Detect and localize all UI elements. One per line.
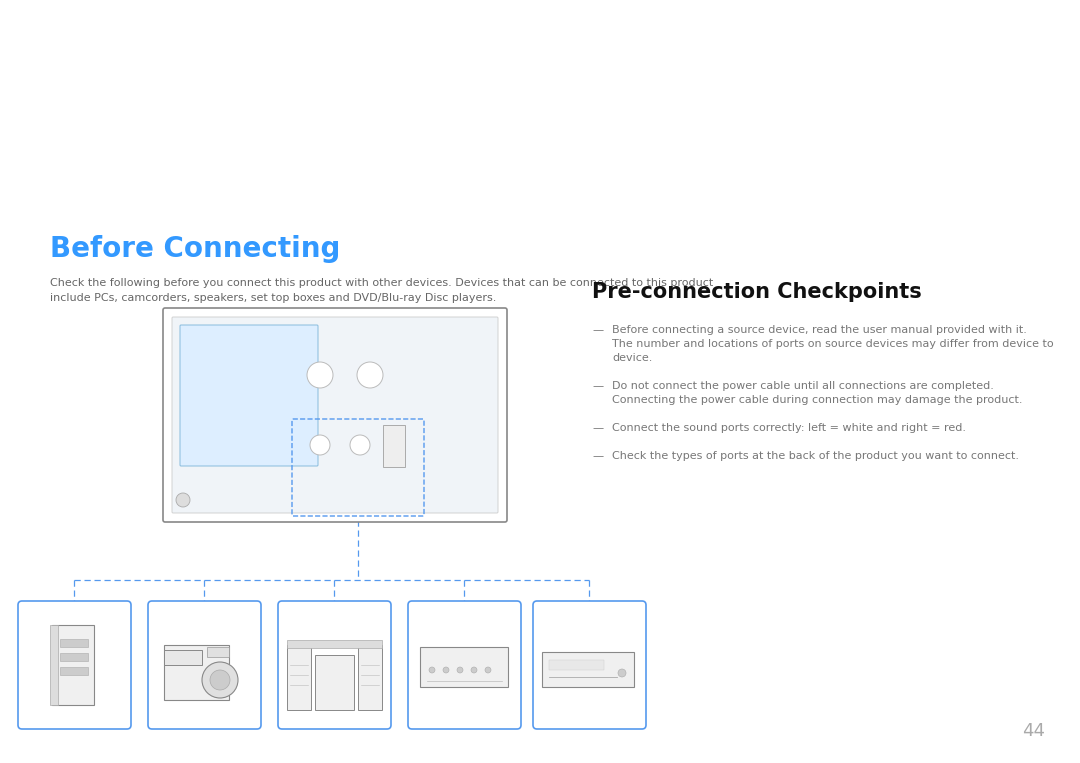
FancyBboxPatch shape: [408, 601, 521, 729]
Circle shape: [310, 435, 330, 455]
Circle shape: [443, 667, 449, 673]
Bar: [164, 650, 202, 665]
Text: —: —: [592, 423, 603, 433]
Text: include PCs, camcorders, speakers, set top boxes and DVD/Blu-ray Disc players.: include PCs, camcorders, speakers, set t…: [50, 293, 497, 303]
Text: Check the types of ports at the back of the product you want to connect.: Check the types of ports at the back of …: [612, 451, 1020, 461]
FancyBboxPatch shape: [278, 601, 391, 729]
Text: —: —: [592, 325, 603, 335]
Text: —: —: [592, 451, 603, 461]
Bar: [383, 425, 405, 467]
Circle shape: [457, 667, 463, 673]
Bar: [164, 645, 229, 700]
Circle shape: [176, 493, 190, 507]
Text: —: —: [592, 381, 603, 391]
FancyBboxPatch shape: [148, 601, 261, 729]
FancyBboxPatch shape: [534, 601, 646, 729]
Circle shape: [202, 662, 238, 698]
Text: The number and locations of ports on source devices may differ from device to: The number and locations of ports on sou…: [612, 339, 1054, 349]
Bar: [207, 647, 229, 657]
Circle shape: [429, 667, 435, 673]
Text: Before connecting a source device, read the user manual provided with it.: Before connecting a source device, read …: [612, 325, 1027, 335]
Circle shape: [350, 435, 370, 455]
Bar: [287, 645, 311, 710]
Circle shape: [357, 362, 383, 388]
Text: Check the following before you connect this product with other devices. Devices : Check the following before you connect t…: [50, 278, 713, 288]
Bar: [549, 660, 604, 670]
Bar: [542, 652, 634, 687]
Circle shape: [307, 362, 333, 388]
Circle shape: [471, 667, 477, 673]
Bar: [357, 645, 382, 710]
Text: Do not connect the power cable until all connections are completed.: Do not connect the power cable until all…: [612, 381, 994, 391]
Bar: [60, 639, 87, 647]
Circle shape: [485, 667, 491, 673]
FancyBboxPatch shape: [172, 317, 498, 513]
Text: Connecting the power cable during connection may damage the product.: Connecting the power cable during connec…: [612, 395, 1023, 405]
Bar: [50, 625, 58, 705]
FancyBboxPatch shape: [180, 325, 318, 466]
FancyBboxPatch shape: [18, 601, 131, 729]
Bar: [287, 640, 382, 648]
Text: Connect the sound ports correctly: left = white and right = red.: Connect the sound ports correctly: left …: [612, 423, 966, 433]
Bar: [420, 647, 508, 687]
Bar: [60, 653, 87, 661]
Bar: [52, 625, 94, 705]
Text: device.: device.: [612, 353, 652, 363]
Text: 44: 44: [1022, 722, 1045, 740]
Text: Pre-connection Checkpoints: Pre-connection Checkpoints: [592, 282, 921, 302]
Circle shape: [210, 670, 230, 690]
FancyBboxPatch shape: [163, 308, 507, 522]
Circle shape: [618, 669, 626, 677]
Bar: [60, 667, 87, 675]
Bar: [315, 655, 354, 710]
Text: Before Connecting: Before Connecting: [50, 235, 340, 263]
